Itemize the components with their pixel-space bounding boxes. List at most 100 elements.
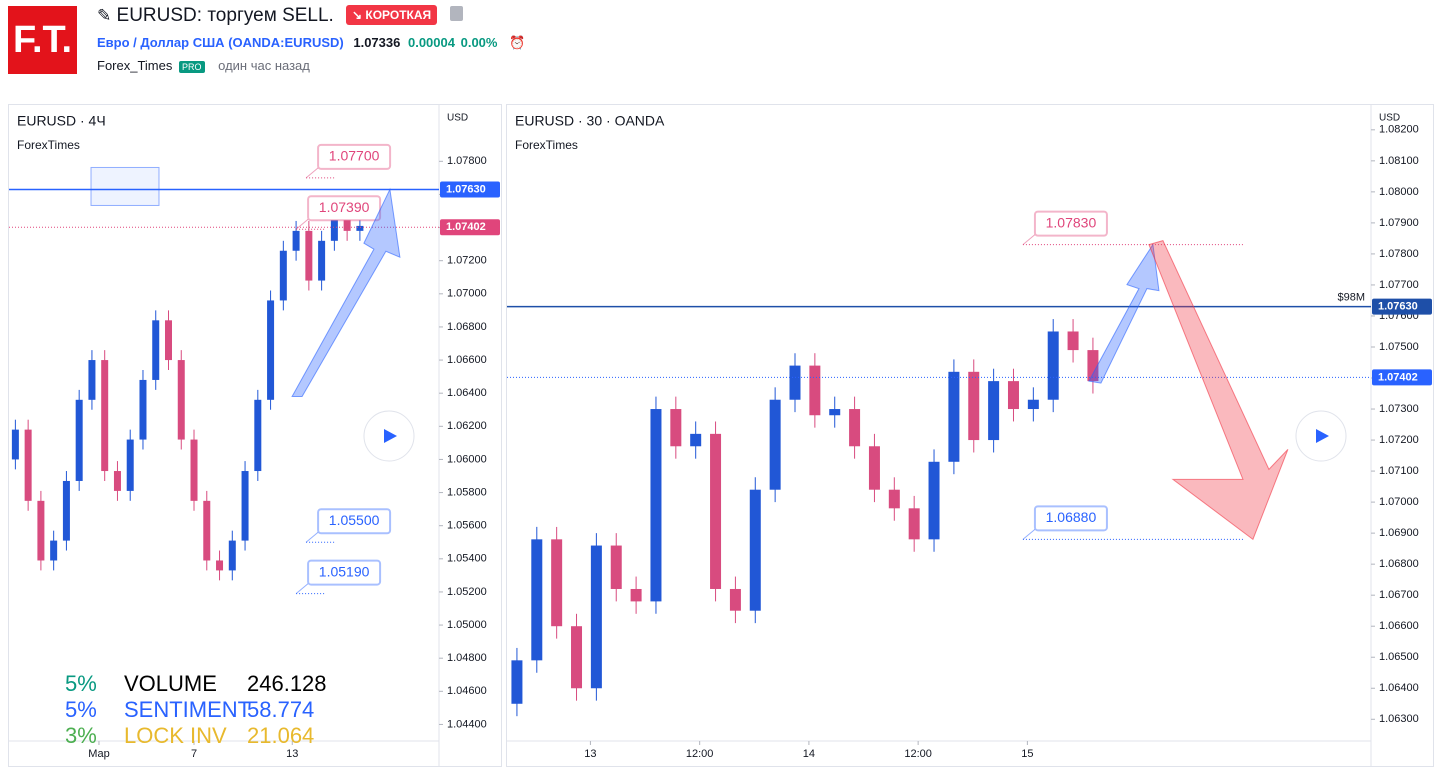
y-tick-label: 1.06600 [1379, 620, 1419, 632]
candle-body [590, 545, 602, 689]
chart-subtitle: ForexTimes [17, 138, 80, 152]
y-tick-label: 1.05800 [447, 486, 487, 498]
candle-body [37, 500, 45, 561]
candle-body [888, 489, 900, 509]
y-tick-label: 1.05000 [447, 619, 487, 631]
y-tick-label: 1.04400 [447, 718, 487, 730]
y-tick-label: 1.06400 [447, 387, 487, 399]
x-tick-label: 15 [1021, 748, 1033, 760]
price-tag-label: 1.07402 [1378, 371, 1418, 383]
y-tick-label: 1.07200 [1379, 434, 1419, 446]
y-tick-label: 1.07200 [447, 255, 487, 267]
candle-body [190, 439, 198, 501]
x-tick-label: 12:00 [686, 748, 714, 760]
candle-body [50, 540, 58, 561]
y-tick-label: 1.08200 [1379, 124, 1419, 136]
y-tick-label: 1.06900 [1379, 527, 1419, 539]
currency: USD [1379, 113, 1400, 124]
callout-box [317, 508, 392, 535]
candle-body [1007, 381, 1019, 410]
stat-value: 58.774 [247, 697, 314, 722]
idea-title: ✎ EURUSD: торгуем SELL. [97, 5, 334, 26]
candle-body [650, 409, 662, 602]
candle-body [690, 433, 702, 447]
y-tick-label: 1.07100 [1379, 465, 1419, 477]
stat-value: 21.064 [247, 723, 314, 748]
y-tick-label: 1.04600 [447, 685, 487, 697]
callout-pointer [1022, 528, 1036, 540]
exchange[interactable]: (OANDA:EURUSD) [228, 35, 344, 50]
author[interactable]: Forex_Times [97, 58, 173, 73]
x-tick-label: 12:00 [904, 748, 932, 760]
candle-body [343, 219, 351, 231]
y-tick-label: 1.05200 [447, 586, 487, 598]
candle-body [267, 300, 275, 400]
candle-body [809, 365, 821, 416]
candle-body [571, 626, 583, 689]
candle-body [1067, 331, 1079, 351]
y-tick-label: 1.06300 [1379, 713, 1419, 725]
y-tick-label: 1.06200 [447, 420, 487, 432]
author-row: Forex_Times PRO один час назад [97, 58, 310, 73]
x-tick-label: Мар [88, 748, 110, 760]
y-tick-label: 1.06500 [1379, 651, 1419, 663]
candle-body [254, 399, 262, 472]
y-tick-label: 1.07900 [1379, 217, 1419, 229]
callout-label: 1.07830 [1046, 214, 1097, 230]
short-badge: ↘ КОРОТКАЯ [346, 5, 438, 25]
candle-body [292, 230, 300, 251]
candle-body [868, 446, 880, 490]
y-tick-label: 1.08100 [1379, 155, 1419, 167]
callout-label: 1.06880 [1046, 509, 1097, 525]
x-tick-label: 14 [803, 748, 815, 760]
stat-name: VOLUME [124, 671, 217, 696]
candle-body [1027, 399, 1039, 410]
candle-body [152, 320, 160, 380]
x-tick-label: 13 [286, 748, 298, 760]
time: один час назад [218, 58, 310, 73]
price-tag-label: 1.07402 [446, 221, 486, 233]
candle-body [948, 371, 960, 462]
logo: F.T. [8, 6, 77, 74]
candle-body [113, 471, 121, 491]
candle-body [139, 379, 147, 440]
candle-body [228, 540, 236, 571]
y-tick-label: 1.05400 [447, 553, 487, 565]
candle-body [356, 225, 364, 231]
change-pct: 0.00% [460, 35, 498, 50]
price-tag-label: 1.07630 [1378, 301, 1418, 313]
chart-4h: 1.04400 1.04600 1.04800 1.05000 1.05200 1.054… [8, 104, 502, 767]
candle-body [177, 360, 185, 440]
candle-body [279, 250, 287, 301]
candle-body [729, 588, 741, 611]
candle-body [511, 660, 523, 704]
candle-body [241, 471, 249, 541]
candle-body [849, 409, 861, 447]
callout-box [317, 143, 392, 170]
candle-body [318, 240, 326, 281]
candle-body [24, 429, 32, 501]
candle-body [710, 433, 722, 589]
candle-body [769, 399, 781, 490]
y-tick-label: 1.06600 [447, 354, 487, 366]
stat-name: SENTIMENT [124, 697, 251, 722]
candle-body [126, 439, 134, 491]
candle-body [630, 588, 642, 602]
candle-body [789, 365, 801, 400]
symbol[interactable]: Евро / Доллар США [97, 35, 225, 50]
chart-title: EURUSD · 30 · OANDA [515, 113, 665, 129]
x-tick-label: 13 [584, 748, 596, 760]
x-tick-label: 7 [191, 748, 197, 760]
alert-icon[interactable]: ⏰ [509, 35, 526, 50]
stat-value: 246.128 [247, 671, 327, 696]
candle-body [330, 219, 338, 241]
y-tick-label: 1.06800 [1379, 558, 1419, 570]
level-note: $98M [1337, 292, 1365, 304]
candle-body [11, 429, 19, 460]
candle-body [968, 371, 980, 441]
chart-30m: 1.06300 1.06400 1.06500 1.06600 1.06700 1.068… [506, 104, 1434, 767]
price-tag [1372, 369, 1432, 386]
y-tick-label: 1.05600 [447, 520, 487, 532]
arrow-up [291, 187, 401, 397]
